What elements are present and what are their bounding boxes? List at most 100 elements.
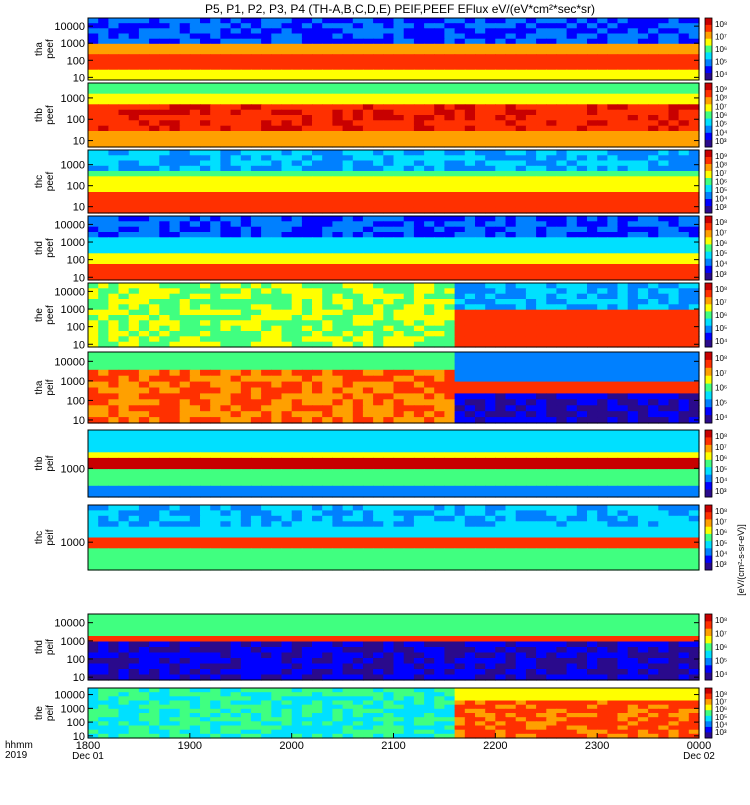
spectrogram-cell — [516, 99, 527, 105]
spectrogram-cell — [88, 370, 99, 377]
spectrogram-cell — [373, 310, 384, 316]
spectrogram-cell — [526, 115, 537, 121]
spectrogram-cell — [200, 269, 211, 275]
spectrogram-cell — [526, 288, 537, 294]
spectrogram-cell — [546, 264, 557, 270]
spectrogram-cell — [322, 464, 333, 470]
spectrogram-cell — [607, 176, 618, 182]
spectrogram-cell — [251, 126, 262, 132]
spectrogram-cell — [210, 150, 221, 156]
spectrogram-cell — [119, 203, 130, 209]
spectrogram-cell — [343, 136, 354, 142]
spectrogram-cell — [353, 70, 364, 76]
spectrogram-cell — [312, 382, 323, 389]
spectrogram-cell — [465, 126, 476, 132]
spectrogram-cell — [261, 243, 272, 249]
spectrogram-cell — [383, 166, 394, 172]
spectrogram-cell — [394, 310, 405, 316]
spectrogram-cell — [220, 176, 231, 182]
spectrogram-cell — [312, 253, 323, 259]
spectrogram-cell — [261, 136, 272, 142]
spectrogram-cell — [373, 54, 384, 60]
spectrogram-cell — [159, 88, 170, 94]
spectrogram-cell — [526, 120, 537, 126]
spectrogram-cell — [444, 171, 455, 177]
spectrogram-cell — [434, 376, 445, 383]
spectrogram-cell — [516, 458, 527, 464]
spectrogram-cell — [485, 243, 496, 249]
spectrogram-cell — [210, 34, 221, 40]
spectrogram-cell — [139, 70, 150, 76]
spectrogram-cell — [251, 44, 262, 50]
spectrogram-cell — [556, 115, 567, 121]
spectrogram-cell — [587, 216, 598, 222]
spectrogram-cell — [587, 436, 598, 442]
spectrogram-cell — [485, 187, 496, 193]
spectrogram-cell — [241, 430, 252, 436]
spectrogram-cell — [455, 243, 466, 249]
spectrogram-cell — [200, 430, 211, 436]
spectrogram-cell — [669, 155, 680, 161]
spectrogram-cell — [689, 430, 700, 436]
spectrogram-cell — [98, 155, 109, 161]
spectrogram-cell — [251, 99, 262, 105]
spectrogram-cell — [302, 166, 313, 172]
spectrogram-cell — [241, 70, 252, 76]
spectrogram-cell — [394, 399, 405, 406]
spectrogram-cell — [271, 88, 282, 94]
spectrogram-cell — [170, 253, 181, 259]
spectrogram-cell — [444, 430, 455, 436]
spectrogram-cell — [220, 88, 231, 94]
spectrogram-cell — [587, 411, 598, 418]
spectrogram-cell — [689, 70, 700, 76]
spectrogram-cell — [261, 59, 272, 65]
spectrogram-cell — [506, 59, 517, 65]
spectrogram-cell — [271, 203, 282, 209]
spectrogram-cell — [638, 49, 649, 55]
spectrogram-cell — [271, 70, 282, 76]
spectrogram-cell — [607, 115, 618, 121]
spectrogram-cell — [282, 458, 293, 464]
spectrogram-cell — [444, 458, 455, 464]
spectrogram-cell — [556, 203, 567, 209]
spectrogram-cell — [485, 393, 496, 400]
spectrogram-cell — [536, 237, 547, 243]
spectrogram-cell — [495, 120, 506, 126]
spectrogram-cell — [363, 364, 374, 371]
spectrogram-cell — [597, 436, 608, 442]
spectrogram-cell — [404, 475, 415, 481]
spectrogram-cell — [414, 436, 425, 442]
spectrogram-cell — [648, 171, 659, 177]
spectrogram-cell — [119, 34, 130, 40]
spectrogram-cell — [577, 436, 588, 442]
spectrogram-cell — [465, 399, 476, 406]
spectrogram-cell — [210, 54, 221, 60]
spectrogram-cell — [394, 253, 405, 259]
spectrogram-cell — [149, 393, 160, 400]
spectrogram-cell — [180, 49, 191, 55]
spectrogram-cell — [638, 452, 649, 458]
spectrogram-cell — [322, 44, 333, 50]
spectrogram-cell — [577, 430, 588, 436]
spectrogram-cell — [475, 382, 486, 389]
spectrogram-cell — [556, 283, 567, 289]
spectrogram-cell — [434, 237, 445, 243]
spectrogram-cell — [363, 248, 374, 254]
spectrogram-cell — [231, 176, 242, 182]
spectrogram-cell — [669, 221, 680, 227]
spectrogram-cell — [322, 70, 333, 76]
spectrogram-cell — [607, 405, 618, 412]
ytick-label: 1000 — [61, 304, 85, 316]
spectrogram-cell — [414, 28, 425, 34]
spectrogram-cell — [689, 110, 700, 116]
spectrogram-cell — [495, 203, 506, 209]
spectrogram-cell — [220, 376, 231, 383]
spectrogram-cell — [261, 352, 272, 359]
spectrogram-cell — [159, 65, 170, 71]
spectrogram-cell — [628, 176, 639, 182]
spectrogram-cell — [129, 364, 140, 371]
spectrogram-cell — [241, 150, 252, 156]
spectrogram-cell — [119, 259, 130, 265]
spectrogram-cell — [149, 315, 160, 321]
spectrogram-cell — [607, 259, 618, 265]
